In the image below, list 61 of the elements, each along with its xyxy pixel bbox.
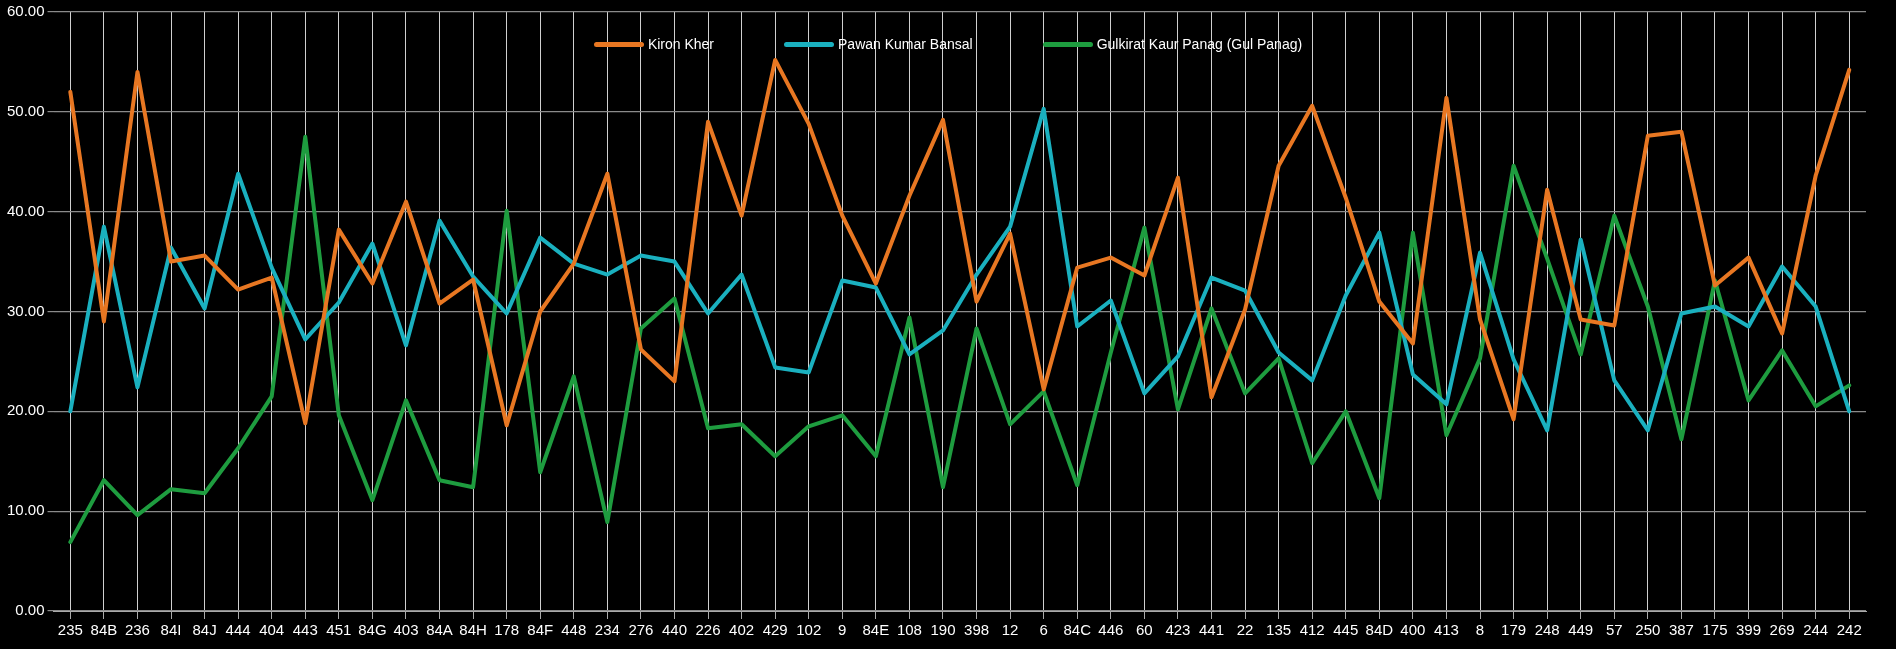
x-tick-label: 6 bbox=[1039, 621, 1048, 639]
x-tick-label: 84A bbox=[426, 621, 453, 639]
x-tick-label: 84G bbox=[358, 621, 387, 639]
x-tick-label: 60 bbox=[1136, 621, 1153, 639]
x-tick-label: 179 bbox=[1501, 621, 1527, 639]
x-tick-label: 269 bbox=[1769, 621, 1795, 639]
y-tick-label: 60.00 bbox=[6, 2, 45, 20]
x-tick-label: 84D bbox=[1365, 621, 1394, 639]
x-tick-label: 398 bbox=[964, 621, 990, 639]
x-tick-label: 387 bbox=[1668, 621, 1694, 639]
x-tick-label: 446 bbox=[1098, 621, 1124, 639]
x-tick-label: 234 bbox=[594, 621, 620, 639]
x-tick-label: 248 bbox=[1534, 621, 1560, 639]
x-tick-label: 403 bbox=[393, 621, 419, 639]
x-tick-label: 399 bbox=[1736, 621, 1762, 639]
x-tick-label: 84B bbox=[90, 621, 118, 639]
x-tick-label: 244 bbox=[1803, 621, 1829, 639]
y-tick-label: 20.00 bbox=[6, 401, 45, 419]
x-tick-label: 57 bbox=[1605, 621, 1623, 639]
x-tick-label: 443 bbox=[292, 621, 318, 639]
x-tick-label: 276 bbox=[628, 621, 654, 639]
x-tick-label: 84E bbox=[862, 621, 890, 639]
x-tick-label: 135 bbox=[1266, 621, 1292, 639]
x-tick-label: 429 bbox=[762, 621, 788, 639]
x-tick-label: 451 bbox=[326, 621, 352, 639]
x-tick-label: 445 bbox=[1333, 621, 1359, 639]
x-tick-label: 448 bbox=[561, 621, 587, 639]
x-tick-label: 108 bbox=[896, 621, 922, 639]
y-tick-label: 10.00 bbox=[6, 501, 45, 519]
y-tick-label: 30.00 bbox=[6, 301, 45, 319]
x-tick-label: 441 bbox=[1198, 621, 1225, 639]
x-tick-label: 423 bbox=[1165, 621, 1191, 639]
x-tick-label: 444 bbox=[225, 621, 251, 639]
x-tick-label: 84H bbox=[459, 621, 487, 639]
x-tick-label: 102 bbox=[796, 621, 822, 639]
x-tick-label: 12 bbox=[1001, 621, 1019, 639]
x-tick-label: 242 bbox=[1836, 621, 1862, 639]
y-tick-label: 0.00 bbox=[15, 601, 45, 619]
y-tick-label: 40.00 bbox=[6, 201, 45, 219]
x-tick-label: 226 bbox=[695, 621, 721, 639]
x-tick-label: 449 bbox=[1568, 621, 1594, 639]
x-tick-label: 400 bbox=[1400, 621, 1426, 639]
x-tick-label: 175 bbox=[1702, 621, 1728, 639]
x-tick-label: 84C bbox=[1063, 621, 1092, 639]
x-tick-label: 178 bbox=[494, 621, 520, 639]
y-tick-label: 50.00 bbox=[6, 101, 45, 119]
x-tick-label: 22 bbox=[1236, 621, 1254, 639]
x-tick-label: 402 bbox=[729, 621, 755, 639]
x-tick-label: 236 bbox=[124, 621, 150, 639]
x-tick-label: 9 bbox=[838, 621, 847, 639]
x-tick-label: 412 bbox=[1299, 621, 1325, 639]
x-tick-label: 190 bbox=[930, 621, 956, 639]
x-tick-label: 250 bbox=[1635, 621, 1661, 639]
x-tick-label: 84J bbox=[192, 621, 217, 639]
x-tick-label: 84F bbox=[527, 621, 554, 639]
x-tick-label: 8 bbox=[1475, 621, 1485, 639]
x-tick-label: 404 bbox=[259, 621, 285, 639]
x-tick-label: 84I bbox=[160, 621, 182, 639]
x-tick-label: 413 bbox=[1433, 621, 1459, 639]
x-tick-label: 440 bbox=[661, 621, 687, 639]
x-tick-label: 235 bbox=[57, 621, 83, 639]
